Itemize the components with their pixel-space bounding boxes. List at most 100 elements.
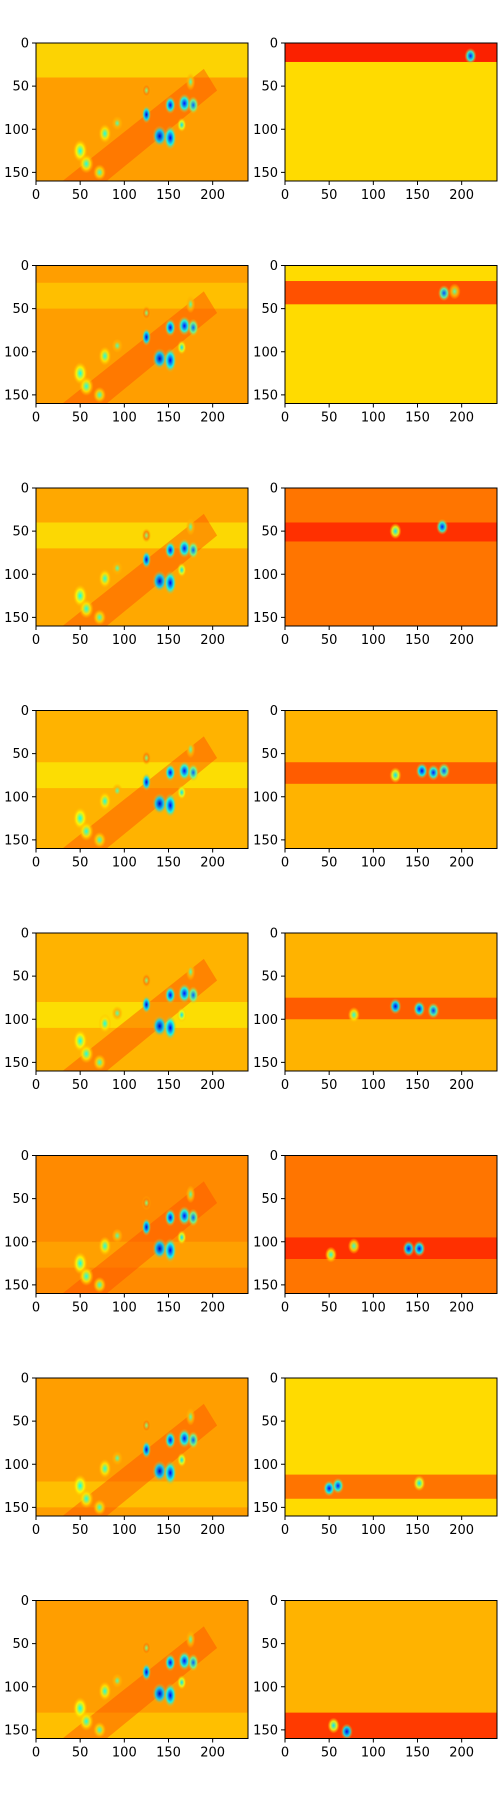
right-axes-row-2-x-tick-label: 50 <box>321 411 338 426</box>
heatmap-band <box>285 1474 497 1499</box>
heatmap-hotspot <box>141 1640 152 1656</box>
left-heatmap-image <box>36 488 248 626</box>
heatmap-hotspot <box>177 340 187 355</box>
heatmap-hotspot <box>111 561 123 576</box>
right-axes-row-5-y-tick-label: 150 <box>253 1056 278 1071</box>
right-axes-row-4-x-tick-label: 0 <box>281 856 289 871</box>
heatmap-hotspot <box>177 316 191 336</box>
heatmap-hotspot <box>152 1015 167 1037</box>
heatmap-activation-region <box>62 1403 218 1516</box>
left-axes-row-2-y-tick-label: 100 <box>4 345 29 360</box>
heatmap-hotspot <box>98 791 112 811</box>
heatmap-hotspot <box>111 783 123 798</box>
left-axes-row-7-frame <box>35 1377 249 1517</box>
left-axes-row-3-y-tick-label: 50 <box>12 525 29 540</box>
left-axes-row-5-frame <box>35 932 249 1072</box>
right-axes-row-5-y-tick-label: 0 <box>270 927 278 942</box>
left-axes-row-7-x-tick-label: 100 <box>112 1523 137 1538</box>
heatmap-hotspot <box>402 1240 415 1257</box>
left-axes-row-5-y-tick-label: 150 <box>4 1056 29 1071</box>
right-axes-row-1-frame <box>284 42 498 182</box>
left-axes-row-6-y-tick-label: 150 <box>4 1278 29 1293</box>
right-axes-row-2-y-tick-label: 0 <box>270 259 278 274</box>
left-axes-row-1-x-tick-label: 0 <box>32 188 40 203</box>
right-axes-row-6-x-tick-label: 150 <box>405 1301 430 1316</box>
right-axes-row-7-y-tick-label: 100 <box>253 1458 278 1473</box>
heatmap-hotspot <box>141 328 152 346</box>
heatmap-focus-band <box>36 43 248 78</box>
right-axes-row-3-x-tick-label: 150 <box>405 633 430 648</box>
left-heatmap-image <box>36 43 248 181</box>
right-axes-row-2-y-tick-label: 50 <box>261 302 278 317</box>
right-heatmap-row-8: 0 50 100 150 200 0 50 100 150 <box>253 1594 498 1761</box>
heatmap-background <box>285 488 497 626</box>
heatmap-hotspot <box>141 773 152 791</box>
right-axes-row-1-x-tick-label: 0 <box>281 188 289 203</box>
heatmap-band <box>285 281 497 305</box>
right-heatmap-row-1: 0 50 100 150 200 0 50 100 150 <box>253 37 498 203</box>
right-axes-row-1-y-tick-label: 50 <box>261 80 278 95</box>
right-heatmap-image <box>285 265 497 404</box>
right-axes-row-8-y-tick-label: 50 <box>261 1637 278 1652</box>
left-heatmap-row-7: 0 50 100 150 200 0 50 100 150 <box>4 1372 249 1538</box>
heatmap-hotspot <box>111 1006 123 1021</box>
heatmap-hotspot <box>177 1651 191 1671</box>
heatmap-hotspot <box>347 1238 360 1255</box>
heatmap-hotspot <box>111 116 123 131</box>
heatmap-hotspot <box>141 995 152 1014</box>
right-axes-row-1-x-tick-label: 100 <box>361 188 386 203</box>
heatmap-hotspot <box>111 1228 123 1243</box>
left-axes-row-8-x-tick-label: 100 <box>112 1746 137 1761</box>
heatmap-hotspot <box>389 523 402 540</box>
right-axes-row-3-x-tick-label: 50 <box>321 633 338 648</box>
heatmap-hotspot <box>93 1276 107 1293</box>
heatmap-hotspot <box>163 348 177 373</box>
left-heatmap-image <box>36 933 248 1071</box>
right-axes-row-6-y-tick-label: 150 <box>253 1278 278 1293</box>
left-axes-row-6-y-tick-label: 50 <box>12 1192 29 1207</box>
left-axes-row-3-x-tick-label: 50 <box>72 633 89 648</box>
left-heatmap-row-6: 0 50 100 150 200 0 50 100 150 <box>4 1149 249 1316</box>
right-axes-row-1-y-tick-label: 0 <box>270 37 278 52</box>
left-axes-row-3-x-tick-label: 150 <box>156 633 181 648</box>
right-axes-row-5-frame <box>284 932 498 1072</box>
left-axes-row-8-y-tick-label: 150 <box>4 1723 29 1738</box>
heatmap-hotspot <box>413 1240 426 1257</box>
right-axes-row-7-frame <box>284 1377 498 1517</box>
right-axes-row-2-y-tick-label: 150 <box>253 388 278 403</box>
right-axes-row-5-y-tick-label: 50 <box>261 970 278 985</box>
heatmap-hotspot <box>163 793 177 818</box>
heatmap-hotspot <box>436 518 449 535</box>
heatmap-hotspot <box>141 750 152 766</box>
left-axes-row-5-x-tick-label: 0 <box>32 1078 40 1093</box>
heatmap-hotspot <box>163 1683 177 1708</box>
heatmap-hotspot <box>185 1630 196 1649</box>
heatmap-hotspot <box>185 295 196 314</box>
heatmap-activation-region <box>62 1626 218 1739</box>
left-axes-row-5-x-tick-label: 200 <box>200 1078 225 1093</box>
left-heatmap-image <box>36 1378 248 1516</box>
left-axes-row-4-y-tick-label: 50 <box>12 747 29 762</box>
right-axes-row-6-x-tick-label: 50 <box>321 1301 338 1316</box>
left-axes-row-3-x-tick-label: 200 <box>200 633 225 648</box>
left-axes-row-7-x-tick-label: 50 <box>72 1523 89 1538</box>
heatmap-focus-band <box>36 1241 248 1268</box>
right-axes-row-3-y-tick-label: 100 <box>253 568 278 583</box>
left-axes-row-8-x-tick-label: 200 <box>200 1746 225 1761</box>
left-axes-row-2-y-tick-label: 0 <box>21 259 29 274</box>
left-heatmap-row-1: 0 50 100 150 200 0 50 100 150 <box>4 37 249 203</box>
left-axes-row-6-y-tick-label: 0 <box>21 1149 29 1164</box>
heatmap-hotspot <box>177 1206 191 1226</box>
heatmap-hotspot <box>164 986 176 1004</box>
left-axes-row-3-y-tick-label: 100 <box>4 568 29 583</box>
heatmap-hotspot <box>177 1007 187 1023</box>
right-axes-row-8-frame <box>284 1600 498 1739</box>
left-axes-row-3-x-tick-label: 100 <box>112 633 137 648</box>
heatmap-hotspot <box>79 1488 94 1509</box>
left-axes-row-8-x-tick-label: 50 <box>72 1746 89 1761</box>
heatmap-hotspot <box>413 1475 426 1492</box>
heatmap-hotspot <box>389 998 402 1015</box>
heatmap-hotspot <box>185 72 196 91</box>
heatmap-background <box>285 1155 497 1294</box>
